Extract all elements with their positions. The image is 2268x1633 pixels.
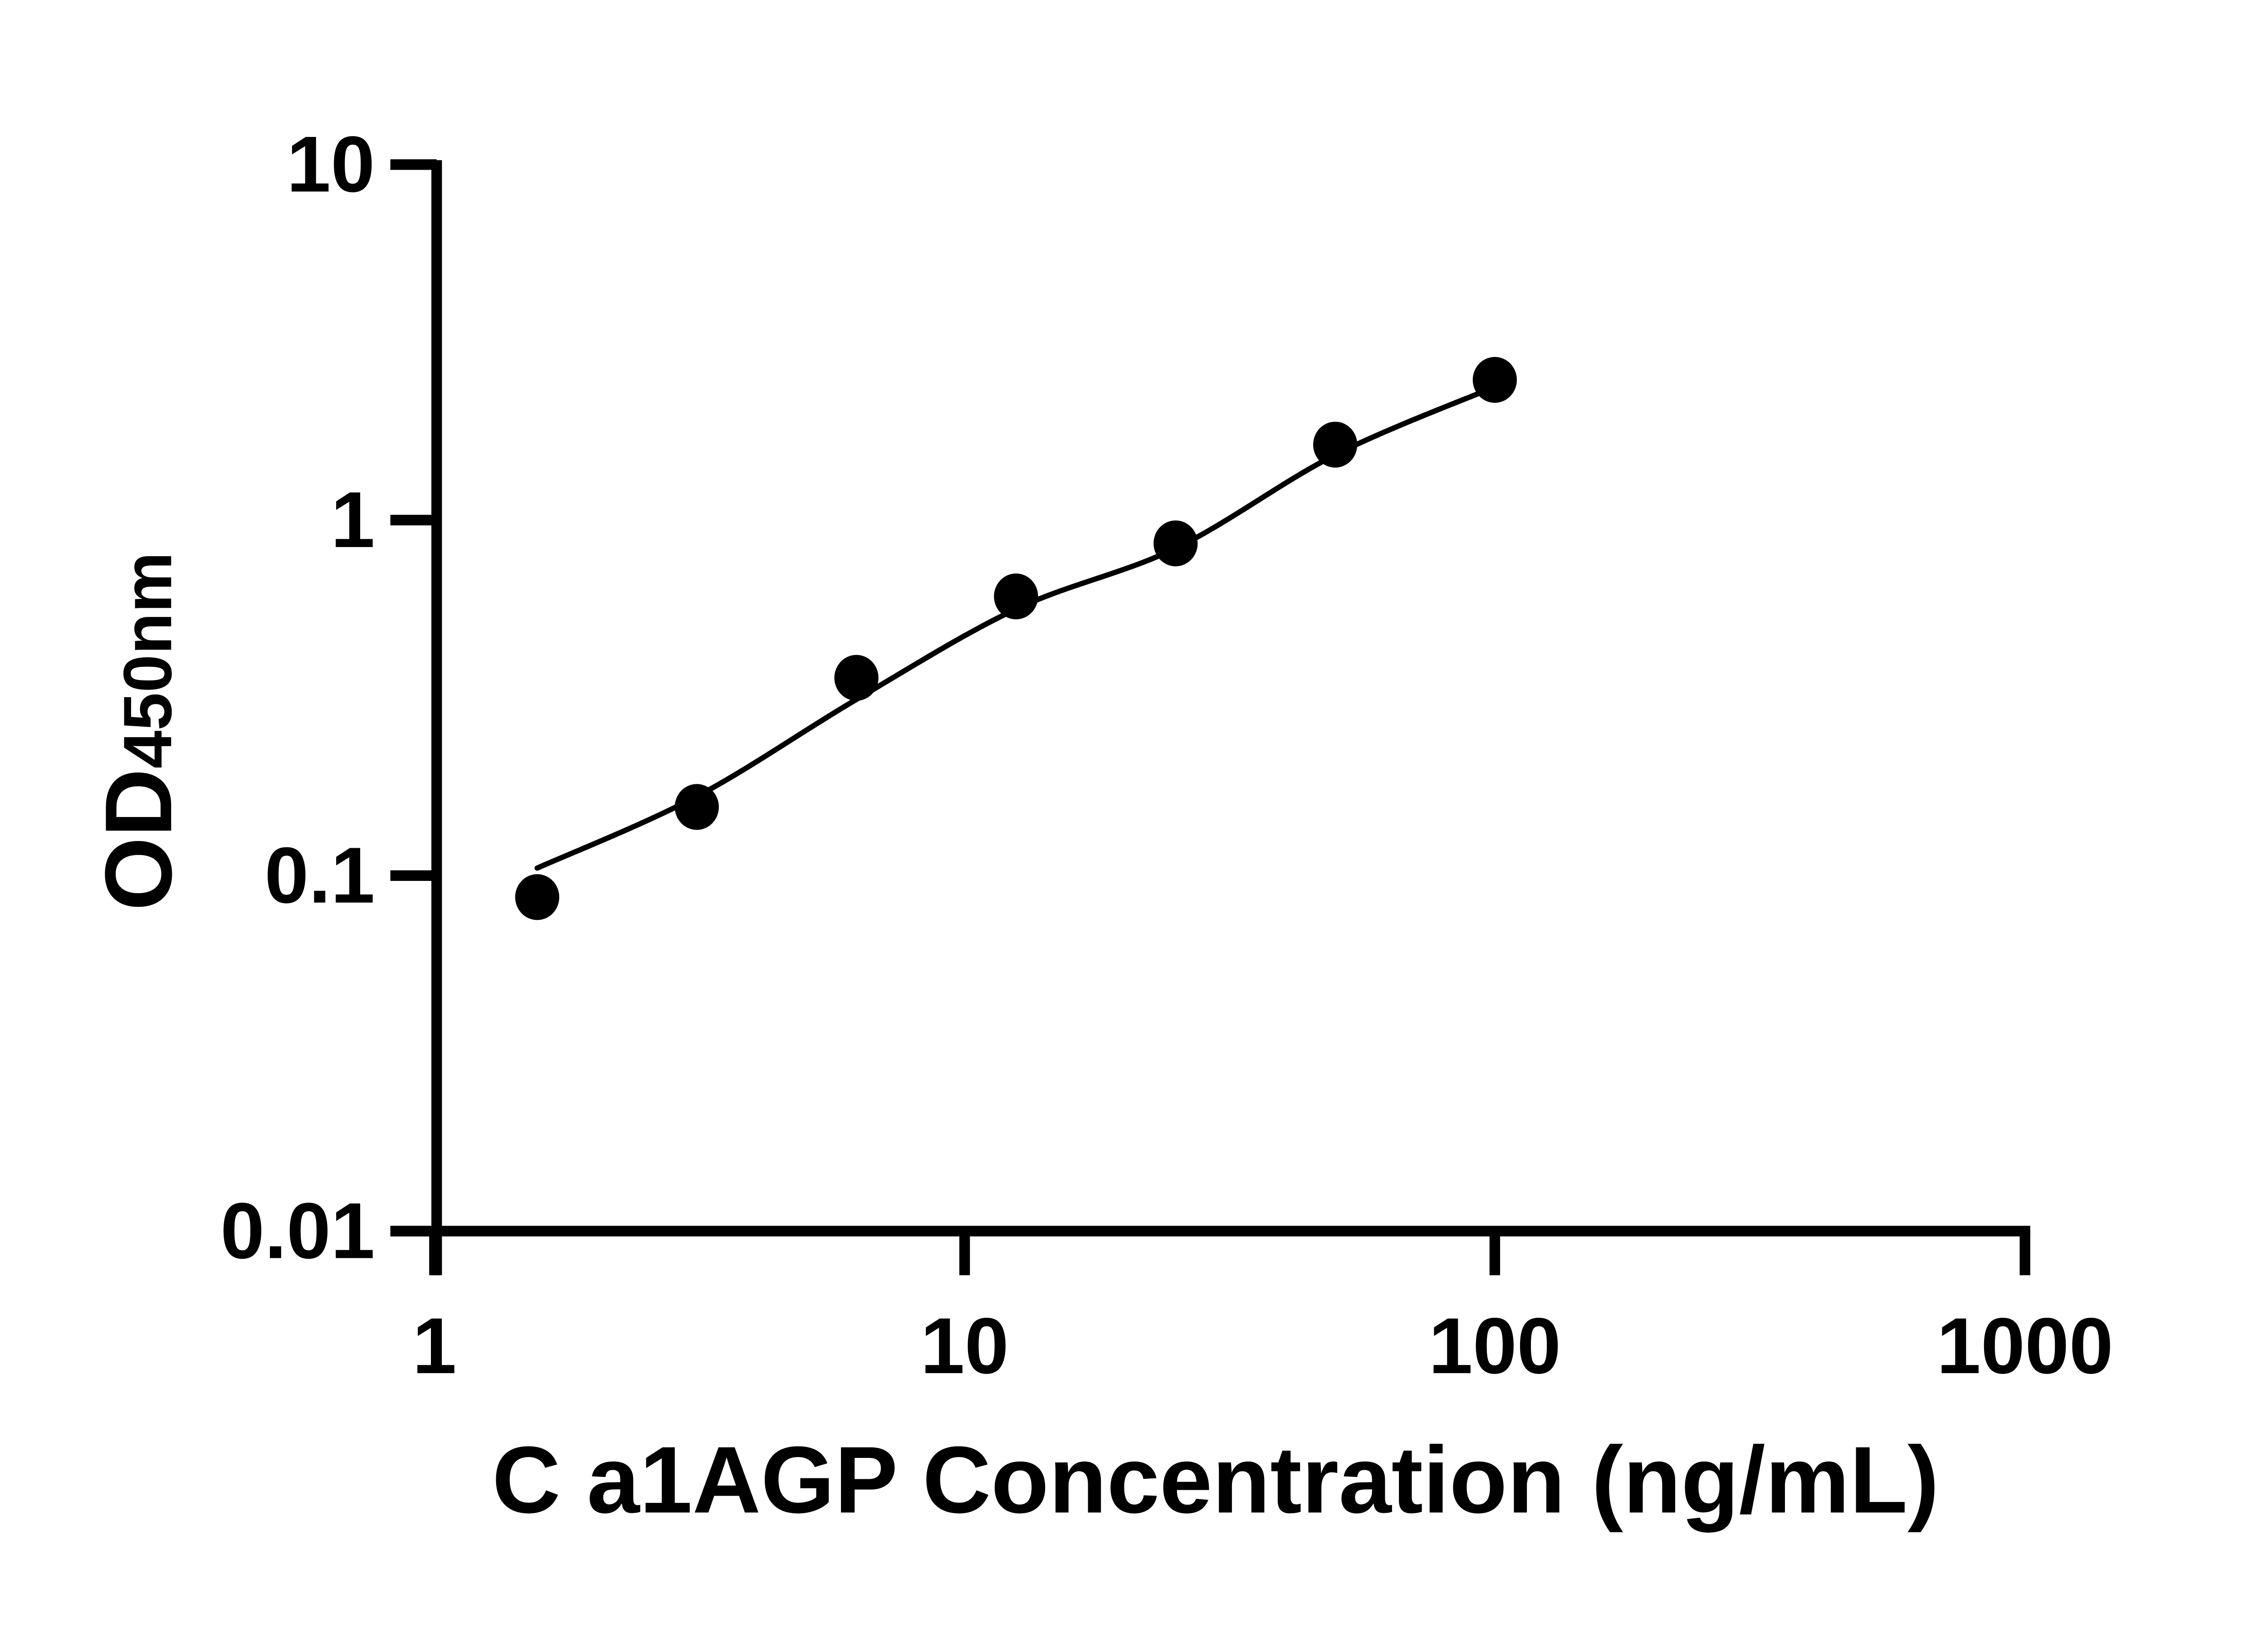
data-point	[834, 655, 879, 701]
data-point	[1154, 520, 1198, 567]
y-axis-title: OD450nm	[86, 552, 191, 911]
y-tick	[390, 514, 437, 526]
y-tick	[390, 870, 437, 881]
data-point	[1472, 357, 1517, 403]
plot-background	[0, 22, 2268, 1611]
y-axis-title-subscript: 450nm	[109, 552, 186, 769]
data-points	[515, 357, 1517, 920]
x-tick	[959, 1231, 970, 1276]
x-axis-title: C a1AGP Concentration (ng/mL)	[492, 1427, 1939, 1533]
x-tick	[1489, 1231, 1501, 1276]
x-axis-tick-labels: 1 10 100 1000	[412, 1302, 2113, 1390]
x-tick	[2019, 1231, 2030, 1276]
data-point	[675, 784, 719, 830]
y-axis-line	[431, 160, 442, 1276]
x-tick-label: 1	[412, 1302, 456, 1390]
y-tick-label: 1	[331, 476, 375, 564]
y-tick	[390, 159, 437, 170]
data-point	[1313, 421, 1358, 468]
data-point	[994, 573, 1038, 620]
y-axis-title-main: OD	[86, 768, 191, 911]
y-tick-label: 0.01	[220, 1187, 375, 1276]
x-tick-label: 1000	[1937, 1302, 2113, 1390]
data-point	[515, 874, 559, 920]
y-tick-label: 0.1	[264, 831, 375, 920]
y-axis-tick-labels: 10 1 0.1 0.01	[220, 120, 375, 1275]
x-tick-label: 10	[920, 1302, 1009, 1390]
x-axis-line	[391, 1226, 2030, 1237]
y-tick-label: 10	[287, 120, 375, 209]
x-tick-label: 100	[1428, 1302, 1561, 1390]
